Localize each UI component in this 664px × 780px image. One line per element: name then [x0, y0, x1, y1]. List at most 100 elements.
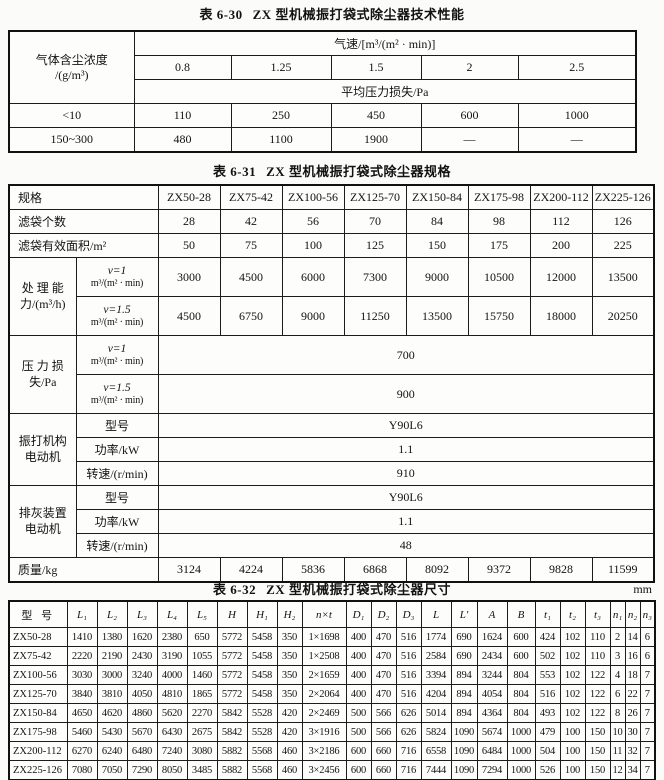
t32-header-cell: D₁ [345, 600, 372, 628]
t30-cell: 450 [330, 103, 422, 128]
t30-cell: 1900 [330, 127, 422, 153]
t30-cell: 110 [133, 103, 232, 128]
t32-cell: 804 [506, 703, 536, 723]
t31-pressure-v15-label: v=1.5 [103, 381, 131, 394]
t32-cell: 1000 [506, 760, 536, 780]
t32-cell: 5430 [96, 722, 128, 742]
t32-cell: 5674 [476, 722, 508, 742]
t31-rapping-power-row: 功率/kW 1.1 [9, 437, 655, 462]
t32-cell: 516 [395, 665, 422, 685]
t32-model-cell: ZX50-28 [8, 627, 68, 647]
t31-pressure-v15-sublabel: v=1.5 m³/(m² · min) [75, 374, 159, 414]
t31-rapping-model-value: Y90L6 [157, 413, 655, 438]
t32-cell: 690 [450, 646, 478, 666]
t32-cell: 2380 [156, 627, 188, 647]
t32-cell: 6240 [96, 741, 128, 761]
t32-cell: 1865 [186, 684, 218, 704]
t32-header-cell: B [506, 600, 536, 628]
t32-cell: 110 [584, 627, 611, 647]
t32-cell: 5824 [420, 722, 452, 742]
table30-title: 表 6-30 ZX 型机械振打袋式除尘器技术性能 [0, 7, 664, 23]
t32-cell: 3840 [66, 684, 98, 704]
t30-speed-value: 1.5 [330, 55, 422, 80]
t31-pressure-v1-sublabel: v=1 m³/(m² · min) [75, 335, 159, 375]
t32-cell: 690 [450, 627, 478, 647]
t32-cell: 26 [624, 703, 641, 723]
t32-header-cell: L₃ [126, 600, 158, 628]
t32-cell: 102 [559, 627, 586, 647]
t32-cell: 11 [609, 741, 626, 761]
t32-cell: 804 [506, 684, 536, 704]
t32-header-cell: n₃ [639, 600, 656, 628]
t32-cell: 516 [395, 684, 422, 704]
t31-mass-value: 3124 [157, 557, 221, 583]
t32-cell: 420 [276, 722, 303, 742]
t30-data-row: <10 110 250 450 600 1000 [8, 103, 637, 128]
t31-bag-count-value: 70 [343, 209, 407, 234]
t32-cell: 1090 [450, 760, 478, 780]
t31-bag-area-row: 滤袋有效面积/m² 50 75 100 125 150 175 200 225 [8, 233, 655, 258]
t32-cell: 7294 [476, 760, 508, 780]
t32-cell: 10 [609, 722, 626, 742]
t31-capacity-v1-value: 4500 [219, 257, 283, 297]
t32-cell: 3244 [476, 665, 508, 685]
t32-cell: 6484 [476, 741, 508, 761]
t31-v15-unit: m³/(m² · min) [90, 316, 144, 328]
t32-row: ZX150-84 4650 4620 4860 5620 2270 5842 5528 420 2… [8, 703, 656, 723]
t32-cell: 4054 [476, 684, 508, 704]
t32-cell: 504 [534, 741, 561, 761]
t31-model-header: ZX150-84 [405, 184, 469, 210]
t32-cell: 122 [584, 665, 611, 685]
t31-ash-motor-label: 排灰装置 电动机 [8, 485, 77, 558]
t32-cell: 6 [609, 684, 626, 704]
t32-header-cell: n₂ [624, 600, 641, 628]
t32-cell: 516 [534, 684, 561, 704]
t32-cell: 1090 [450, 741, 478, 761]
t32-cell: 5458 [246, 665, 278, 685]
t32-cell: 3394 [420, 665, 452, 685]
t32-cell: 600 [345, 760, 372, 780]
t32-header-cell: 型 号 [8, 600, 68, 628]
t32-cell: 2220 [66, 646, 98, 666]
t32-cell: 5458 [246, 646, 278, 666]
t32-header-cell: n₁ [609, 600, 626, 628]
t32-cell: 400 [345, 646, 372, 666]
t31-capacity-v1-value: 13500 [591, 257, 655, 297]
t30-speed-value: 0.8 [133, 55, 232, 80]
t32-cell: 660 [370, 760, 397, 780]
t31-capacity-label-line2: 力/(m³/h) [19, 296, 66, 311]
t32-cell: 894 [450, 684, 478, 704]
t31-ash-speed-value: 48 [157, 533, 655, 558]
t31-rapping-speed-value: 910 [157, 461, 655, 486]
t31-capacity-v1-row: 处 理 能 力/(m³/h) v=1 m³/(m² · min) 3000 450… [8, 257, 655, 336]
t31-bag-area-value: 125 [343, 233, 407, 258]
t32-cell: 22 [624, 684, 641, 704]
t31-ash-power-label: 功率/kW [75, 509, 159, 534]
t32-cell: 470 [370, 665, 397, 685]
t31-model-header: ZX75-42 [219, 184, 283, 210]
t32-cell: 4000 [156, 665, 188, 685]
t32-cell: 350 [276, 646, 303, 666]
t32-cell: 400 [345, 684, 372, 704]
t32-cell: 716 [395, 760, 422, 780]
t32-model-cell: ZX150-84 [8, 703, 68, 723]
t32-cell: 2×2469 [301, 703, 347, 723]
t31-mass-value: 6868 [343, 557, 407, 583]
t30-cell: — [517, 127, 637, 153]
t32-cell: 12 [609, 760, 626, 780]
t32-header-cell: D₂ [370, 600, 397, 628]
t32-cell: 516 [395, 627, 422, 647]
t32-cell: 4810 [156, 684, 188, 704]
t32-cell: 3240 [126, 665, 158, 685]
t32-cell: 5014 [420, 703, 452, 723]
t32-header-cell: t₂ [559, 600, 586, 628]
t32-cell: 2×2064 [301, 684, 347, 704]
t32-row: ZX200-112 6270 6240 6480 7240 3080 5882 5568 460… [8, 741, 656, 761]
t31-pressure-v1-row: 压 力 损 失/Pa v=1 m³/(m² · min) 700 [8, 335, 655, 414]
t32-cell: 2675 [186, 722, 218, 742]
t30-speed-value: 2 [420, 55, 519, 80]
t32-cell: 804 [506, 665, 536, 685]
t32-cell: 470 [370, 684, 397, 704]
t31-pressure-v1-unit: m³/(m² · min) [90, 355, 144, 367]
